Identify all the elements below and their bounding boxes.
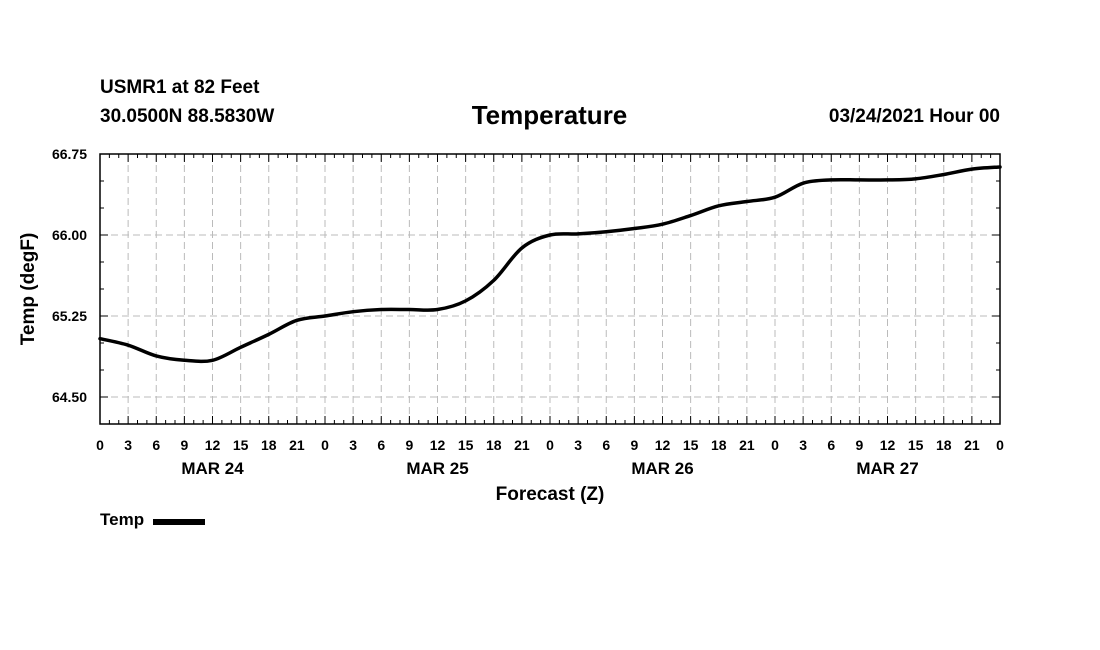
chart-title: Temperature bbox=[0, 100, 1100, 131]
x-tick-label: 3 bbox=[574, 437, 582, 453]
x-tick-label: 6 bbox=[377, 437, 385, 453]
x-tick-label: 12 bbox=[430, 437, 446, 453]
x-tick-label: 12 bbox=[205, 437, 221, 453]
legend-label: Temp bbox=[100, 510, 145, 529]
y-axis-title: Temp (degF) bbox=[18, 233, 39, 346]
x-tick-label: 9 bbox=[405, 437, 413, 453]
legend-line-swatch bbox=[153, 518, 206, 525]
y-tick-label: 65.25 bbox=[52, 308, 87, 324]
chart-title-text: Temperature bbox=[471, 100, 628, 130]
coordinates-label: 30.0500N 88.5830W bbox=[100, 106, 275, 127]
x-tick-label: 3 bbox=[799, 437, 807, 453]
date-label: MAR 25 bbox=[406, 459, 468, 478]
x-tick-label: 18 bbox=[486, 437, 502, 453]
date-label: MAR 26 bbox=[631, 459, 693, 478]
x-tick-label: 21 bbox=[289, 437, 305, 453]
x-tick-label: 9 bbox=[630, 437, 638, 453]
x-tick-label: 9 bbox=[855, 437, 863, 453]
x-tick-label: 18 bbox=[936, 437, 952, 453]
y-tick-label: 66.00 bbox=[52, 227, 87, 243]
temp-series-line bbox=[98, 165, 1002, 364]
forecast-datetime-label: 03/24/2021 Hour 00 bbox=[828, 106, 1000, 127]
x-tick-label: 15 bbox=[233, 437, 249, 453]
x-tick-label: 15 bbox=[683, 437, 699, 453]
tick-layer bbox=[99, 153, 1001, 424]
x-tick-label: 3 bbox=[124, 437, 132, 453]
x-tick-label: 0 bbox=[96, 437, 104, 453]
station-label: USMR1 at 82 Feet bbox=[100, 77, 260, 98]
label-layer: 0 3 6 9 12 15 18 21 0 3 6 9 12 15 18 21 0 3 6 9 12 15 18 21 0 3 6 9… bbox=[52, 146, 1004, 478]
y-tick-label: 64.50 bbox=[52, 389, 87, 405]
date-label: MAR 24 bbox=[181, 459, 244, 478]
x-axis-title: Forecast (Z) bbox=[496, 484, 605, 505]
x-tick-label: 18 bbox=[711, 437, 727, 453]
x-tick-label: 0 bbox=[771, 437, 779, 453]
x-tick-label: 6 bbox=[152, 437, 160, 453]
x-tick-label: 0 bbox=[996, 437, 1004, 453]
x-tick-label: 12 bbox=[880, 437, 896, 453]
x-tick-label: 0 bbox=[321, 437, 329, 453]
x-tick-label: 15 bbox=[908, 437, 924, 453]
x-tick-label: 9 bbox=[180, 437, 188, 453]
x-tick-label: 18 bbox=[261, 437, 277, 453]
x-tick-label: 21 bbox=[514, 437, 530, 453]
grid-layer bbox=[100, 153, 1000, 424]
x-tick-label: 3 bbox=[349, 437, 357, 453]
x-tick-label: 6 bbox=[602, 437, 610, 453]
date-label: MAR 27 bbox=[856, 459, 918, 478]
x-tick-label: 0 bbox=[546, 437, 554, 453]
x-tick-label: 15 bbox=[458, 437, 474, 453]
x-tick-label: 21 bbox=[739, 437, 755, 453]
x-tick-label: 12 bbox=[655, 437, 671, 453]
line-layer bbox=[98, 165, 1002, 364]
x-tick-label: 21 bbox=[964, 437, 980, 453]
y-tick-label: 66.75 bbox=[52, 146, 87, 162]
x-tick-label: 6 bbox=[827, 437, 835, 453]
legend: Temp bbox=[100, 510, 206, 530]
